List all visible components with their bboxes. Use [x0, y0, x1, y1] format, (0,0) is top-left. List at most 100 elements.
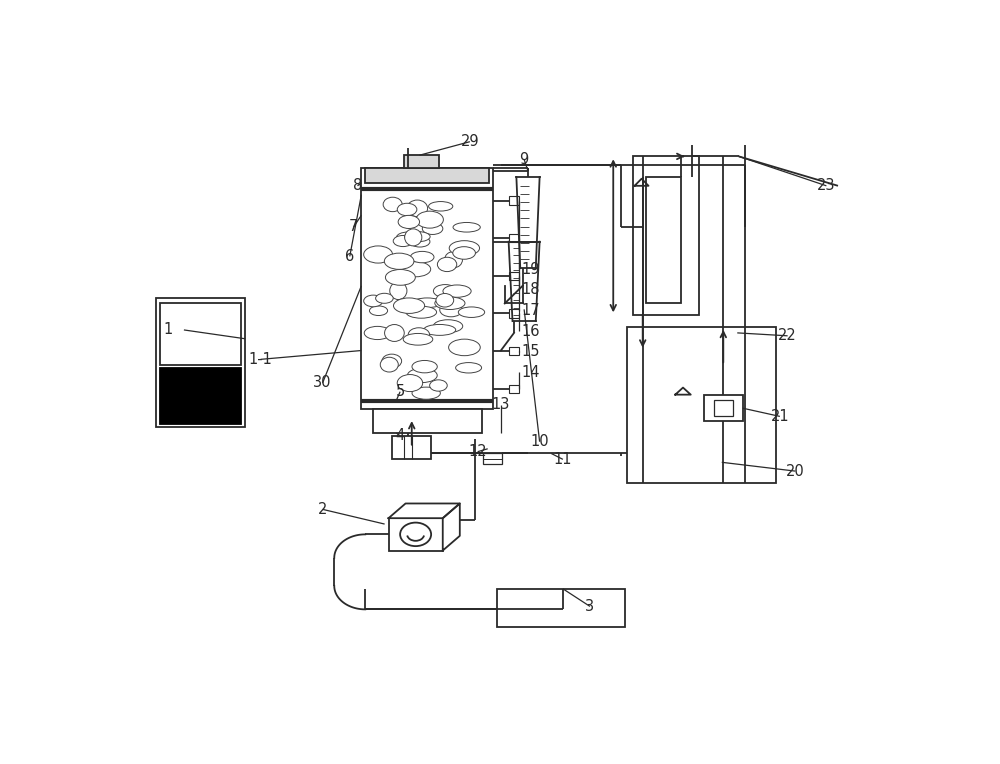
Ellipse shape: [405, 229, 422, 246]
Bar: [160, 303, 241, 365]
Ellipse shape: [398, 215, 420, 228]
Ellipse shape: [410, 251, 434, 263]
Ellipse shape: [397, 374, 423, 392]
Bar: [509, 347, 519, 355]
Ellipse shape: [435, 297, 465, 309]
Text: 23: 23: [817, 178, 836, 193]
Text: 15: 15: [521, 345, 540, 359]
Ellipse shape: [396, 232, 420, 243]
Ellipse shape: [422, 223, 443, 235]
Text: 16: 16: [521, 324, 540, 338]
Text: 18: 18: [521, 283, 540, 297]
Ellipse shape: [406, 306, 437, 318]
Polygon shape: [388, 503, 460, 518]
Bar: [373, 410, 482, 433]
Ellipse shape: [445, 251, 462, 268]
Bar: [365, 168, 489, 183]
Bar: [627, 327, 776, 483]
Ellipse shape: [380, 358, 398, 372]
Bar: [646, 177, 681, 303]
Ellipse shape: [393, 235, 413, 247]
Ellipse shape: [440, 303, 462, 317]
Ellipse shape: [383, 197, 402, 212]
Ellipse shape: [376, 293, 393, 303]
Ellipse shape: [429, 202, 453, 211]
Ellipse shape: [384, 253, 414, 270]
Ellipse shape: [407, 200, 428, 217]
Text: 22: 22: [778, 329, 797, 343]
Ellipse shape: [453, 222, 480, 232]
Text: 1-1: 1-1: [249, 352, 273, 367]
Bar: [509, 384, 519, 393]
Bar: [497, 589, 625, 627]
Ellipse shape: [412, 361, 437, 373]
Ellipse shape: [390, 282, 407, 299]
Ellipse shape: [410, 236, 430, 247]
Ellipse shape: [403, 333, 433, 345]
Ellipse shape: [416, 211, 443, 228]
Text: 30: 30: [313, 375, 332, 390]
Text: 12: 12: [468, 444, 487, 459]
Text: 21: 21: [771, 409, 789, 424]
Bar: [388, 518, 443, 551]
Text: 11: 11: [554, 452, 572, 467]
Bar: [714, 400, 733, 416]
Text: 8: 8: [353, 178, 362, 193]
Text: 4: 4: [396, 429, 405, 443]
Ellipse shape: [449, 339, 480, 356]
Bar: [509, 196, 519, 205]
Text: 29: 29: [461, 134, 479, 149]
Text: 6: 6: [345, 249, 354, 264]
Ellipse shape: [458, 307, 485, 318]
Ellipse shape: [430, 380, 447, 391]
Polygon shape: [443, 503, 460, 551]
Bar: [483, 454, 502, 464]
Text: 3: 3: [585, 599, 595, 614]
Ellipse shape: [385, 270, 415, 285]
Ellipse shape: [424, 325, 456, 335]
Text: 7: 7: [349, 219, 358, 235]
Ellipse shape: [397, 203, 417, 215]
Ellipse shape: [437, 257, 457, 271]
Text: 17: 17: [521, 303, 540, 318]
Bar: [160, 368, 241, 424]
Text: 14: 14: [521, 364, 540, 380]
Bar: [509, 234, 519, 242]
Text: 20: 20: [786, 464, 805, 478]
Ellipse shape: [436, 293, 454, 307]
Bar: [509, 272, 519, 280]
Bar: [633, 157, 698, 316]
Ellipse shape: [385, 325, 404, 342]
Bar: [392, 435, 431, 459]
Ellipse shape: [453, 247, 475, 259]
Text: 2: 2: [318, 502, 327, 517]
Ellipse shape: [449, 241, 480, 256]
Ellipse shape: [405, 231, 430, 241]
Text: 9: 9: [520, 152, 529, 167]
Bar: [404, 155, 439, 168]
Text: 19: 19: [521, 262, 540, 277]
Bar: [361, 168, 493, 410]
Ellipse shape: [407, 368, 437, 383]
Ellipse shape: [412, 387, 440, 400]
Ellipse shape: [413, 298, 442, 308]
Ellipse shape: [401, 261, 431, 277]
Ellipse shape: [393, 298, 425, 313]
Ellipse shape: [408, 328, 430, 342]
Text: 5: 5: [396, 384, 405, 400]
Ellipse shape: [382, 354, 402, 368]
Bar: [509, 309, 519, 318]
Ellipse shape: [369, 306, 388, 316]
Ellipse shape: [364, 246, 393, 263]
Ellipse shape: [433, 284, 457, 297]
Bar: [156, 297, 245, 427]
Text: 1: 1: [163, 322, 172, 338]
Ellipse shape: [443, 285, 471, 297]
Text: 10: 10: [530, 434, 549, 449]
Ellipse shape: [456, 363, 482, 373]
Ellipse shape: [364, 295, 383, 307]
Ellipse shape: [433, 320, 463, 332]
Text: 13: 13: [492, 397, 510, 412]
Bar: [704, 395, 743, 421]
Ellipse shape: [364, 326, 391, 339]
